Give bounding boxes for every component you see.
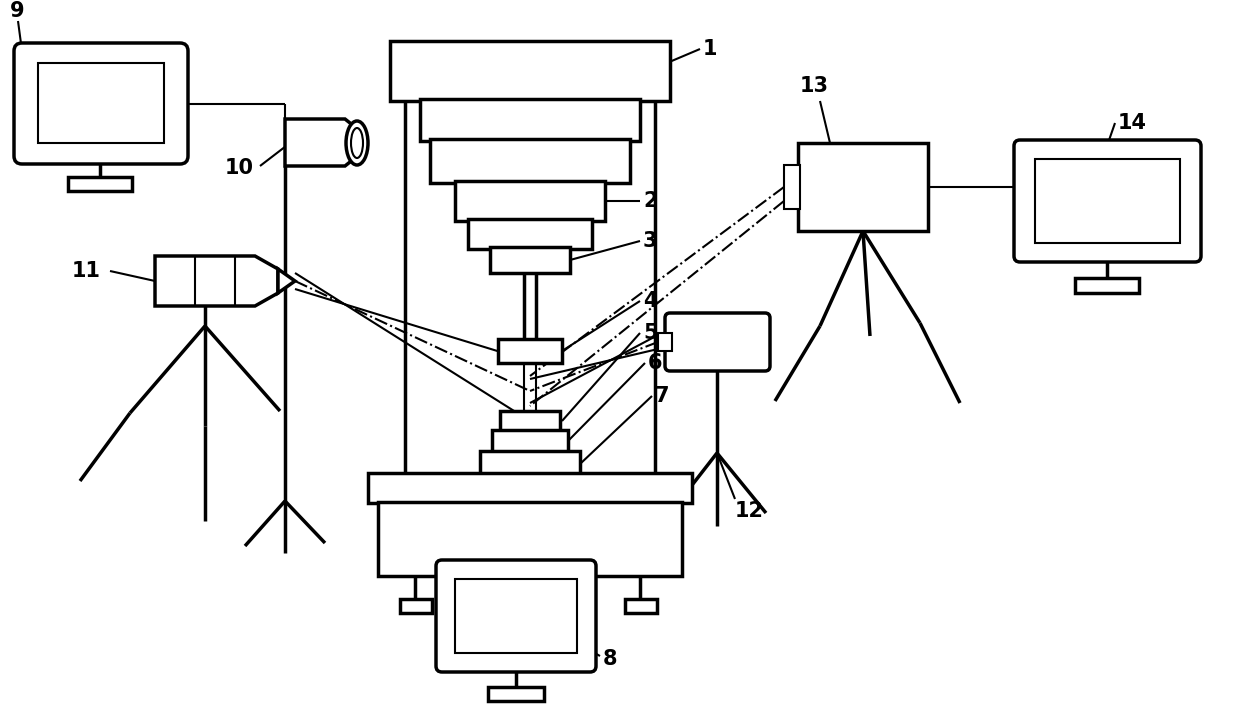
Bar	[391, 41, 670, 101]
Text: 4: 4	[644, 291, 657, 311]
Bar	[480, 451, 580, 477]
Bar	[467, 219, 591, 249]
Bar	[489, 687, 544, 701]
Text: 2: 2	[644, 191, 657, 211]
Bar	[490, 247, 570, 273]
Text: 10: 10	[224, 158, 254, 178]
Bar	[492, 430, 568, 453]
Polygon shape	[278, 269, 295, 293]
Text: 9: 9	[10, 1, 25, 21]
Bar	[401, 599, 432, 613]
Bar	[1075, 278, 1140, 293]
Text: 11: 11	[72, 261, 100, 281]
Bar	[38, 63, 164, 143]
Bar	[625, 599, 657, 613]
Text: 5: 5	[644, 323, 657, 343]
Text: 13: 13	[800, 76, 830, 96]
Bar	[68, 177, 131, 191]
Bar	[784, 165, 800, 209]
Bar	[799, 143, 928, 231]
Bar	[498, 339, 562, 363]
Text: 7: 7	[655, 386, 670, 406]
Bar	[455, 579, 577, 653]
Text: 8: 8	[603, 649, 618, 669]
Text: 14: 14	[1118, 113, 1147, 133]
Bar	[1035, 159, 1180, 243]
Bar	[455, 181, 605, 221]
Bar	[368, 473, 692, 503]
Text: 6: 6	[649, 353, 662, 373]
Text: 1: 1	[703, 39, 718, 59]
Bar	[500, 411, 560, 431]
Polygon shape	[155, 256, 278, 306]
FancyBboxPatch shape	[1014, 140, 1202, 262]
Polygon shape	[285, 119, 360, 166]
Text: 3: 3	[644, 231, 657, 251]
FancyBboxPatch shape	[14, 43, 188, 164]
Bar	[420, 99, 640, 141]
Bar	[378, 502, 682, 576]
Ellipse shape	[346, 121, 368, 165]
Ellipse shape	[351, 128, 363, 158]
Bar	[430, 139, 630, 183]
Text: 12: 12	[735, 501, 764, 521]
Bar	[658, 333, 672, 351]
FancyBboxPatch shape	[436, 560, 596, 672]
FancyBboxPatch shape	[665, 313, 770, 371]
